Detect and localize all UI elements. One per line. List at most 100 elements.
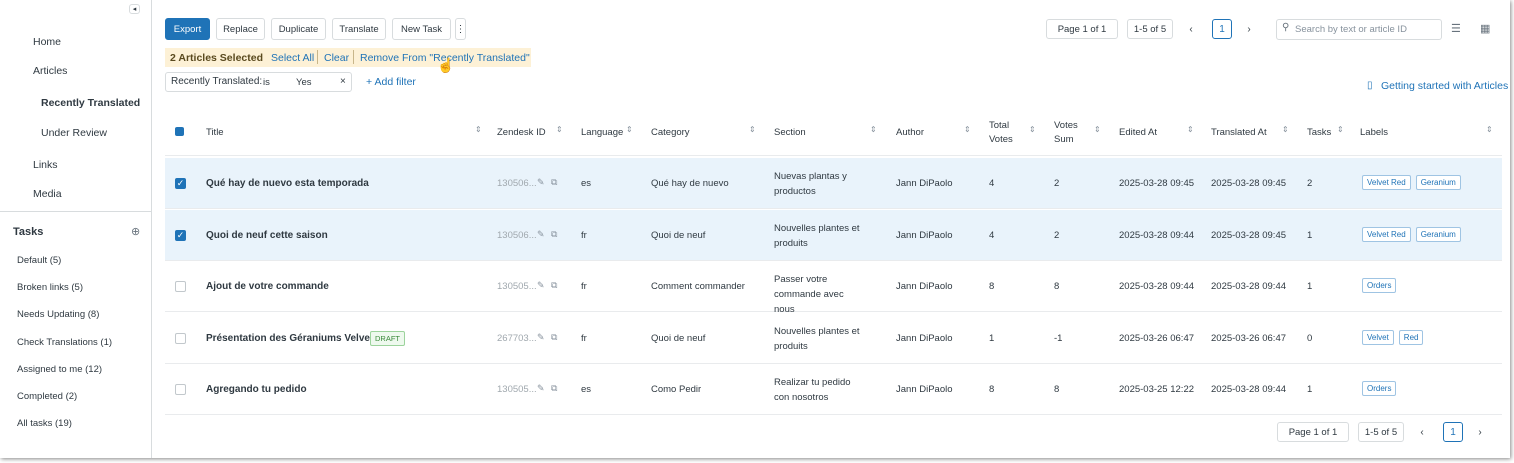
more-button[interactable]: ⋮ (455, 18, 466, 40)
sort-icon[interactable]: ⇕ (475, 125, 482, 134)
help-icon: ▯ (1367, 80, 1373, 91)
sort-icon[interactable]: ⇕ (1029, 125, 1036, 134)
tasks: 2 (1307, 178, 1313, 189)
nav-item[interactable]: Media (33, 188, 62, 200)
author: Jann DiPaolo (896, 332, 953, 344)
list-view[interactable]: ☰ (1451, 23, 1461, 35)
toolbar-button[interactable]: Replace (216, 18, 265, 40)
sort-icon[interactable]: ⇕ (870, 125, 877, 134)
next-button[interactable]: › (1240, 19, 1258, 39)
edit-icon[interactable]: ✎ (537, 228, 545, 239)
label-tag[interactable]: Orders (1362, 278, 1397, 293)
table-row (165, 209, 1502, 261)
add-task[interactable]: ⊕ (131, 226, 141, 238)
sort-icon[interactable]: ⇕ (1187, 125, 1194, 134)
task-item[interactable]: Check Translations (1) (17, 336, 113, 348)
current-page[interactable]: 1 (1212, 19, 1232, 39)
tasks: 1 (1307, 384, 1313, 395)
sort-icon[interactable]: ⇕ (1094, 125, 1101, 134)
nav-item[interactable]: Recently Translated (41, 97, 141, 109)
category: Quoi de neuf (651, 229, 706, 241)
prev-button[interactable]: ‹ (1413, 422, 1431, 442)
filter-remove[interactable]: × (340, 76, 346, 87)
sort-icon[interactable]: ⇕ (964, 125, 971, 134)
filter-value[interactable]: Yes (296, 77, 312, 88)
sort-icon[interactable]: ⇕ (1486, 125, 1493, 134)
task-item[interactable]: Assigned to me (12) (17, 363, 103, 375)
language: fr (581, 332, 587, 344)
language: es (581, 178, 592, 189)
toolbar-button[interactable]: Export (165, 18, 210, 40)
label-tag[interactable]: Velvet Red (1362, 226, 1411, 242)
filter-operator[interactable]: is (263, 77, 270, 88)
page-select[interactable]: Page 1 of 1 (1046, 19, 1118, 39)
nav-item[interactable]: Links (33, 159, 58, 171)
label-tag[interactable]: Velvet (1362, 329, 1394, 345)
search-box[interactable]: Search by text or article ID (1276, 19, 1442, 40)
current-page[interactable]: 1 (1443, 422, 1463, 442)
prev-button[interactable]: ‹ (1182, 19, 1200, 39)
task-item[interactable]: Needs Updating (8) (17, 309, 100, 321)
clear[interactable]: Clear (324, 52, 350, 64)
category: Comment commander (651, 281, 745, 292)
nav-item[interactable]: Articles (33, 65, 68, 77)
label-tag[interactable]: Red (1398, 329, 1424, 345)
row-checkbox[interactable]: ✓ (175, 178, 186, 189)
article-title[interactable]: Quoi de neuf cette saison (206, 229, 328, 241)
edit-icon[interactable]: ✎ (537, 331, 545, 342)
label-tag[interactable]: Geranium (1415, 226, 1461, 242)
open-icon[interactable]: ⧉ (551, 383, 558, 393)
tasks-title: Tasks (13, 226, 44, 238)
sort-icon[interactable]: ⇕ (556, 125, 563, 134)
open-icon[interactable]: ⧉ (551, 331, 558, 342)
page-select[interactable]: Page 1 of 1 (1277, 422, 1349, 442)
author: Jann DiPaolo (896, 178, 953, 189)
article-title[interactable]: Agregando tu pedido (206, 384, 307, 395)
sort-icon[interactable]: ⇕ (749, 125, 756, 134)
nav-item[interactable]: Under Review (41, 127, 107, 139)
sort-icon[interactable]: ⇕ (1282, 125, 1289, 134)
article-title[interactable]: Ajout de votre commande (206, 281, 329, 292)
edit-icon[interactable]: ✎ (537, 383, 545, 393)
collapse-button[interactable]: ◂ (129, 4, 140, 14)
sort-icon[interactable]: ⇕ (626, 125, 633, 134)
article-title[interactable]: Qué hay de nuevo esta temporada (206, 178, 369, 189)
toolbar-button[interactable]: Duplicate (271, 18, 326, 40)
select-all[interactable]: Select All (271, 52, 315, 64)
label-tag[interactable]: Velvet Red (1362, 175, 1411, 190)
grid-view[interactable]: ▦ (1480, 23, 1491, 35)
toolbar-button[interactable]: New Task (392, 18, 451, 40)
open-icon[interactable]: ⧉ (551, 228, 558, 239)
label-tag[interactable]: Geranium (1415, 175, 1461, 190)
sort-icon[interactable]: ⇕ (1337, 125, 1344, 134)
article-title[interactable]: Présentation des Géraniums Velvet Red (206, 332, 395, 344)
edit-icon[interactable]: ✎ (537, 280, 545, 290)
table-row (165, 261, 1502, 312)
row-checkbox[interactable] (175, 332, 186, 344)
column-header: Section (774, 127, 806, 138)
nav-item[interactable]: Home (33, 36, 62, 48)
remove[interactable]: Remove From "Recently Translated" (360, 52, 530, 64)
zendesk-id: 130506... (497, 229, 537, 241)
total-votes: 1 (989, 332, 995, 344)
label-tag[interactable]: Orders (1362, 381, 1397, 396)
add-filter[interactable]: + Add filter (366, 76, 416, 88)
next-button[interactable]: › (1471, 422, 1489, 442)
task-item[interactable]: All tasks (19) (17, 418, 72, 430)
column-header: Tasks (1307, 127, 1332, 138)
open-icon[interactable]: ⧉ (551, 280, 558, 290)
help-link[interactable]: Getting started with Articles (1381, 80, 1509, 92)
task-item[interactable]: Broken links (5) (17, 282, 83, 294)
task-item[interactable]: Default (5) (17, 255, 62, 266)
zendesk-id: 130506... (497, 178, 537, 189)
row-checkbox[interactable] (175, 384, 186, 395)
open-icon[interactable]: ⧉ (551, 177, 558, 187)
row-checkbox[interactable] (175, 281, 186, 292)
task-item[interactable]: Completed (2) (17, 391, 78, 402)
table-row (165, 158, 1502, 209)
toolbar-button[interactable]: Translate (332, 18, 386, 40)
row-checkbox[interactable]: ✓ (175, 229, 186, 241)
edit-icon[interactable]: ✎ (537, 177, 545, 187)
zendesk-id: 267703... (497, 332, 537, 344)
header-checkbox[interactable] (175, 127, 184, 136)
